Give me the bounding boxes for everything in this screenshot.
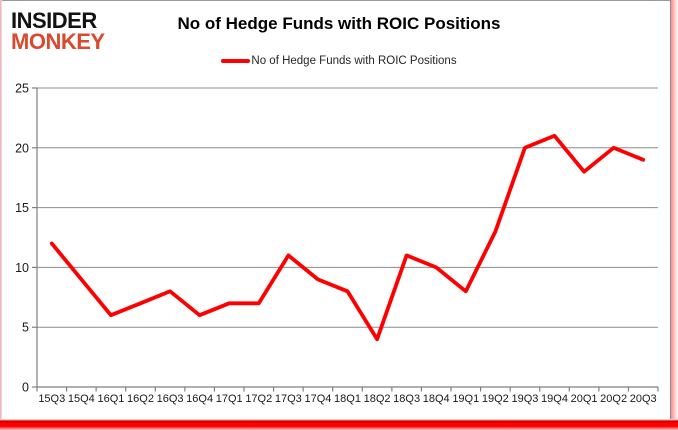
x-axis-category-label: 20Q1 bbox=[571, 393, 598, 405]
y-axis-tick-label: 0 bbox=[22, 381, 29, 395]
x-axis-category-label: 20Q2 bbox=[600, 393, 627, 405]
legend-line-swatch bbox=[221, 59, 251, 63]
x-axis-category-label: 19Q4 bbox=[541, 393, 568, 405]
frame-right-border bbox=[670, 0, 671, 421]
x-axis-category-label: 17Q1 bbox=[216, 393, 243, 405]
y-axis-tick-label: 25 bbox=[15, 82, 29, 96]
x-axis-category-label: 16Q3 bbox=[157, 393, 184, 405]
frame-bottom-red-bar bbox=[0, 419, 678, 431]
x-axis-category-label: 17Q2 bbox=[245, 393, 272, 405]
x-axis-category-label: 19Q3 bbox=[511, 393, 538, 405]
x-axis-category-label: 15Q4 bbox=[68, 393, 95, 405]
x-axis-category-label: 18Q1 bbox=[334, 393, 361, 405]
x-axis-category-label: 17Q3 bbox=[275, 393, 302, 405]
chart-title: No of Hedge Funds with ROIC Positions bbox=[177, 14, 501, 33]
logo-line-monkey: MONKEY bbox=[11, 28, 105, 54]
y-axis-tick-label: 20 bbox=[15, 141, 29, 155]
y-axis-tick-label: 15 bbox=[15, 201, 29, 215]
x-axis-category-label: 19Q1 bbox=[452, 393, 479, 405]
x-axis-category-label: 16Q1 bbox=[97, 393, 124, 405]
x-axis-category-label: 18Q3 bbox=[393, 393, 420, 405]
x-axis-category-label: 20Q3 bbox=[630, 393, 657, 405]
frame-right-glow bbox=[671, 0, 678, 431]
x-axis-category-label: 15Q3 bbox=[38, 393, 65, 405]
x-axis-category-label: 16Q4 bbox=[186, 393, 213, 405]
frame-left-border bbox=[0, 0, 2, 421]
series-line bbox=[49, 133, 646, 342]
insider-monkey-logo: INSIDER MONKEY bbox=[11, 8, 105, 54]
legend: No of Hedge Funds with ROIC Positions bbox=[0, 55, 678, 67]
x-axis-category-label: 16Q2 bbox=[127, 393, 154, 405]
legend-label: No of Hedge Funds with ROIC Positions bbox=[251, 55, 457, 67]
y-axis-tick-label: 5 bbox=[22, 321, 29, 335]
x-axis-category-label: 18Q2 bbox=[364, 393, 391, 405]
frame-top-border bbox=[0, 0, 672, 1]
x-axis-category-label: 18Q4 bbox=[423, 393, 450, 405]
x-axis-category-label: 17Q4 bbox=[304, 393, 331, 405]
y-axis-tick-label: 10 bbox=[15, 261, 29, 275]
x-axis-category-label: 19Q2 bbox=[482, 393, 509, 405]
logo-line-insider: INSIDER bbox=[11, 8, 97, 33]
